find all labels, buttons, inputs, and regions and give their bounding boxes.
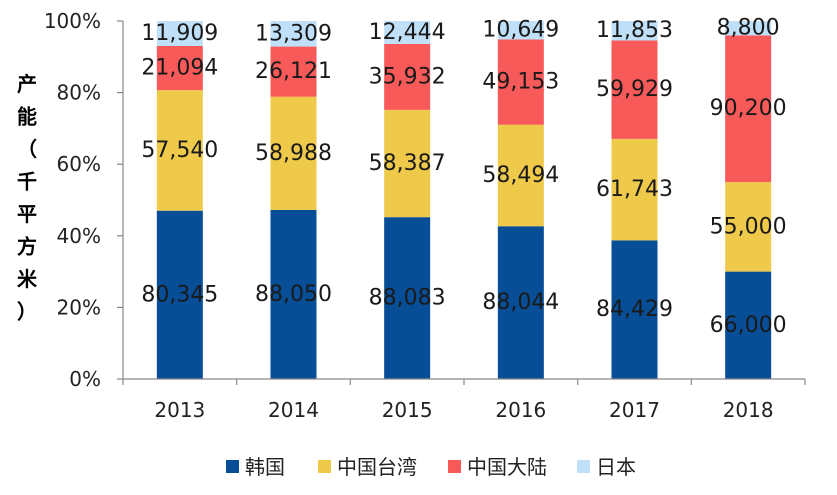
data-label: 35,932 bbox=[369, 64, 446, 89]
bar-segment bbox=[497, 39, 544, 125]
y-tick-label: 100% bbox=[44, 9, 101, 33]
bar-segment bbox=[611, 21, 658, 41]
x-axis-ticks: 2013 2014 2015 2016 2017 2018 bbox=[122, 379, 806, 422]
x-tick-label: 2014 bbox=[268, 398, 319, 422]
bar-segment bbox=[611, 240, 658, 379]
bars bbox=[156, 21, 772, 379]
data-label: 26,121 bbox=[255, 59, 332, 84]
bar-segment bbox=[270, 209, 317, 379]
data-label: 58,494 bbox=[482, 163, 559, 188]
y-axis-title-char: ） bbox=[17, 300, 37, 324]
bar-segment bbox=[497, 226, 544, 379]
legend-label: 中国台湾 bbox=[337, 455, 417, 479]
data-label: 88,050 bbox=[255, 282, 332, 307]
y-tick-label: 60% bbox=[57, 152, 101, 176]
x-tick-label: 2016 bbox=[495, 398, 546, 422]
y-tick-label: 80% bbox=[57, 81, 101, 105]
legend-label: 日本 bbox=[596, 455, 636, 479]
data-labels: 80,345 57,540 21,094 11,909 88,050 58,988 26,1… bbox=[141, 16, 786, 338]
legend-swatch bbox=[226, 460, 239, 473]
data-label: 61,743 bbox=[596, 177, 673, 202]
x-tick-label: 2018 bbox=[723, 398, 774, 422]
y-axis-title-char: 产 bbox=[17, 72, 37, 96]
y-axis-title-char: 千 bbox=[17, 170, 37, 194]
data-label: 13,309 bbox=[255, 21, 332, 46]
data-label: 90,200 bbox=[710, 96, 787, 121]
bar-segment bbox=[384, 217, 431, 379]
data-label: 58,387 bbox=[369, 151, 446, 176]
bar-segment bbox=[611, 138, 658, 241]
data-label: 88,083 bbox=[369, 286, 446, 311]
x-tick-label: 2017 bbox=[609, 398, 660, 422]
data-label: 11,909 bbox=[141, 21, 218, 46]
bar-segment bbox=[497, 124, 544, 227]
y-tick-label: 0% bbox=[69, 367, 101, 391]
bar-segment bbox=[270, 21, 317, 47]
data-label: 58,988 bbox=[255, 141, 332, 166]
bar-segment bbox=[725, 21, 772, 36]
data-label: 49,153 bbox=[482, 70, 559, 95]
legend-swatch bbox=[318, 460, 331, 473]
bar-segment bbox=[270, 96, 317, 210]
y-axis-title-char: 平 bbox=[17, 202, 37, 226]
y-axis-title-char: 方 bbox=[17, 235, 37, 259]
y-axis-title-char: 米 bbox=[17, 267, 38, 291]
legend-label: 韩国 bbox=[245, 455, 285, 479]
y-axis-ticks: 0% 20% 40% 60% 80% 100% bbox=[44, 9, 123, 391]
y-axis-title-char: （ bbox=[17, 137, 37, 161]
data-label: 55,000 bbox=[710, 214, 787, 239]
data-label: 10,649 bbox=[482, 18, 559, 43]
bar-segment bbox=[156, 210, 203, 379]
bar-segment bbox=[384, 43, 431, 110]
bar-segment bbox=[156, 90, 203, 211]
legend-label: 中国大陆 bbox=[467, 455, 547, 479]
data-label: 12,444 bbox=[369, 20, 446, 45]
bar-segment bbox=[156, 21, 203, 46]
data-label: 66,000 bbox=[710, 313, 787, 338]
axes bbox=[122, 21, 805, 380]
data-label: 21,094 bbox=[141, 56, 218, 81]
bar-segment bbox=[497, 21, 544, 40]
bar-segment bbox=[384, 21, 431, 44]
bar-segment bbox=[725, 271, 772, 379]
y-axis-title-char: 能 bbox=[17, 105, 37, 129]
x-tick-label: 2013 bbox=[154, 398, 205, 422]
data-label: 84,429 bbox=[596, 297, 673, 322]
legend-swatch bbox=[577, 460, 590, 473]
bar-segment bbox=[611, 40, 658, 139]
bar-segment bbox=[270, 46, 317, 97]
y-tick-label: 20% bbox=[57, 295, 101, 319]
data-label: 80,345 bbox=[141, 282, 218, 307]
data-label: 88,044 bbox=[482, 290, 559, 315]
data-label: 11,853 bbox=[596, 18, 673, 43]
x-tick-label: 2015 bbox=[382, 398, 433, 422]
bar-segment bbox=[384, 109, 431, 218]
bar-segment bbox=[156, 45, 203, 91]
y-tick-label: 40% bbox=[57, 224, 101, 248]
bar-segment bbox=[725, 182, 772, 272]
bar-segment bbox=[725, 35, 772, 183]
legend: 韩国 中国台湾 中国大陆 日本 bbox=[226, 455, 636, 479]
data-label: 59,929 bbox=[596, 77, 673, 102]
legend-swatch bbox=[448, 460, 461, 473]
data-label: 57,540 bbox=[141, 138, 218, 163]
data-label: 8,800 bbox=[717, 16, 780, 41]
